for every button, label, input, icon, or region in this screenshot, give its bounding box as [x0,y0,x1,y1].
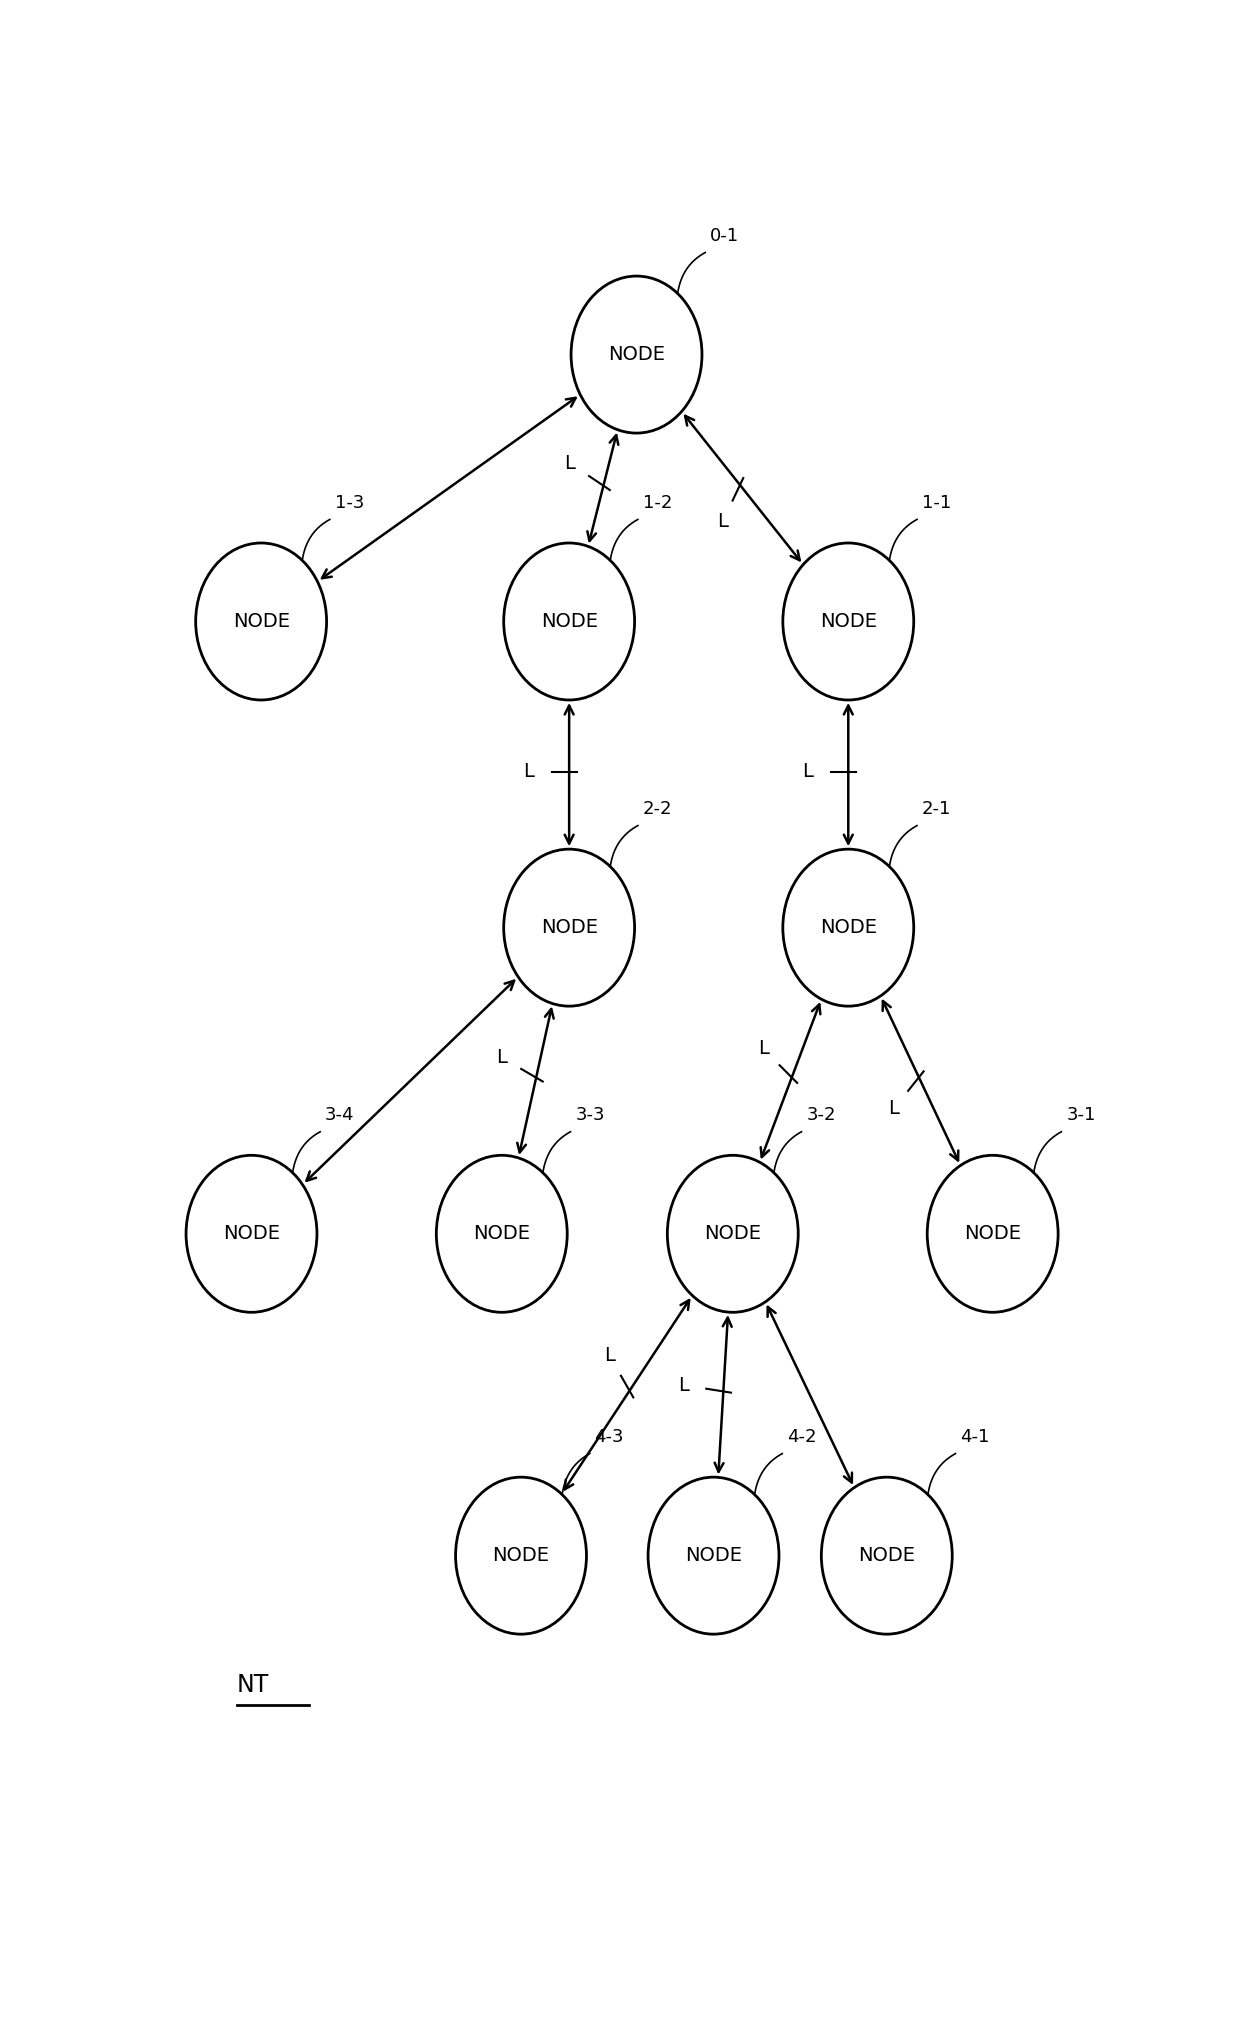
Text: 4-3: 4-3 [595,1427,623,1446]
Ellipse shape [196,542,327,699]
Text: 1-2: 1-2 [642,493,672,512]
Text: L: L [565,455,575,473]
Ellipse shape [436,1156,568,1313]
Text: L: L [523,763,534,781]
Text: L: L [888,1099,899,1117]
Text: NODE: NODE [540,918,597,938]
Ellipse shape [456,1476,586,1633]
Text: L: L [802,763,814,781]
Ellipse shape [504,542,635,699]
Ellipse shape [504,848,635,1005]
Text: 0-1: 0-1 [710,226,739,245]
Text: NODE: NODE [964,1223,1021,1244]
Text: NODE: NODE [224,1223,279,1244]
Text: 3-2: 3-2 [806,1105,836,1123]
Text: NODE: NODE [473,1223,530,1244]
Text: NODE: NODE [232,612,289,630]
Text: L: L [758,1040,769,1058]
Text: L: L [496,1048,507,1066]
Ellipse shape [821,1476,953,1633]
Text: 1-1: 1-1 [922,493,951,512]
Ellipse shape [571,275,702,432]
Text: NODE: NODE [704,1223,761,1244]
Ellipse shape [782,542,914,699]
Text: 3-1: 3-1 [1066,1105,1095,1123]
Text: 4-2: 4-2 [787,1427,816,1446]
Ellipse shape [186,1156,317,1313]
Ellipse shape [648,1476,779,1633]
Text: 2-1: 2-1 [922,799,951,818]
Text: 1-3: 1-3 [334,493,364,512]
Text: NT: NT [237,1672,270,1696]
Text: L: L [604,1346,615,1366]
Text: NODE: NODE [609,345,664,365]
Text: 4-1: 4-1 [960,1427,990,1446]
Text: NODE: NODE [858,1546,915,1566]
Ellipse shape [928,1156,1058,1313]
Text: NODE: NODE [820,612,877,630]
Text: NODE: NODE [686,1546,741,1566]
Ellipse shape [667,1156,799,1313]
Text: 3-3: 3-3 [575,1105,605,1123]
Text: 3-4: 3-4 [325,1105,354,1123]
Text: L: L [678,1376,689,1395]
Text: NODE: NODE [820,918,877,938]
Text: 2-2: 2-2 [642,799,672,818]
Text: L: L [718,512,728,530]
Text: NODE: NODE [540,612,597,630]
Text: NODE: NODE [493,1546,549,1566]
Ellipse shape [782,848,914,1005]
